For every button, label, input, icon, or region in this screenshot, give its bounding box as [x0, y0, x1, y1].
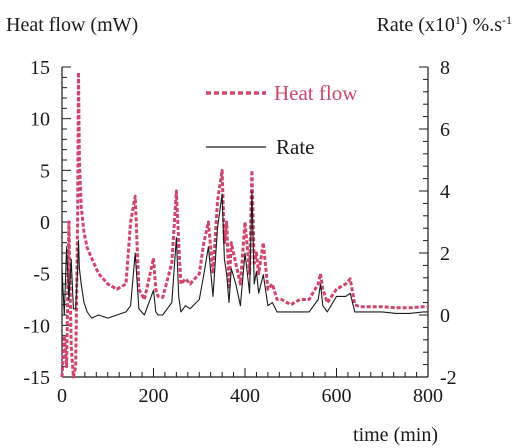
- series-line-rate: [61, 190, 428, 319]
- ticks: 0 200 400 600 800 15 10 5 0 -5 -10 -15 8 6 4 2 0 -2: [23, 57, 456, 407]
- legend: Heat flow Rate: [206, 81, 358, 159]
- y-right-tick-label: 2: [440, 243, 450, 265]
- y-right-tick-label: 4: [440, 181, 450, 203]
- x-axis-label: time (min): [353, 424, 438, 446]
- legend-label-rate: Rate: [276, 135, 314, 159]
- y-left-axis-label: Heat flow (mW): [6, 14, 138, 36]
- y-left-tick-label: -5: [33, 264, 50, 286]
- y-left-tick-label: 10: [30, 109, 50, 131]
- y-left-tick-label: -15: [23, 367, 50, 389]
- x-tick-label: 800: [413, 385, 443, 407]
- y-right-axis-label: Rate (x101) %.s-1: [377, 13, 512, 36]
- y-left-tick-label: 15: [30, 57, 50, 79]
- y-left-tick-label: 0: [40, 212, 50, 234]
- y-right-tick-label: 6: [440, 119, 450, 141]
- x-tick-label: 0: [57, 385, 67, 407]
- series-line-heat-flow: [60, 70, 428, 379]
- y-right-tick-label: -2: [440, 367, 457, 389]
- y-left-tick-label: 5: [40, 160, 50, 182]
- x-tick-label: 200: [139, 385, 169, 407]
- x-tick-label: 600: [322, 385, 352, 407]
- y-right-tick-label: 0: [440, 305, 450, 327]
- y-left-tick-label: -10: [23, 315, 50, 337]
- legend-label-heat-flow: Heat flow: [274, 81, 358, 105]
- x-tick-label: 400: [230, 385, 260, 407]
- series-lines: [60, 70, 428, 379]
- axes: [61, 67, 429, 378]
- y-right-tick-label: 8: [440, 57, 450, 79]
